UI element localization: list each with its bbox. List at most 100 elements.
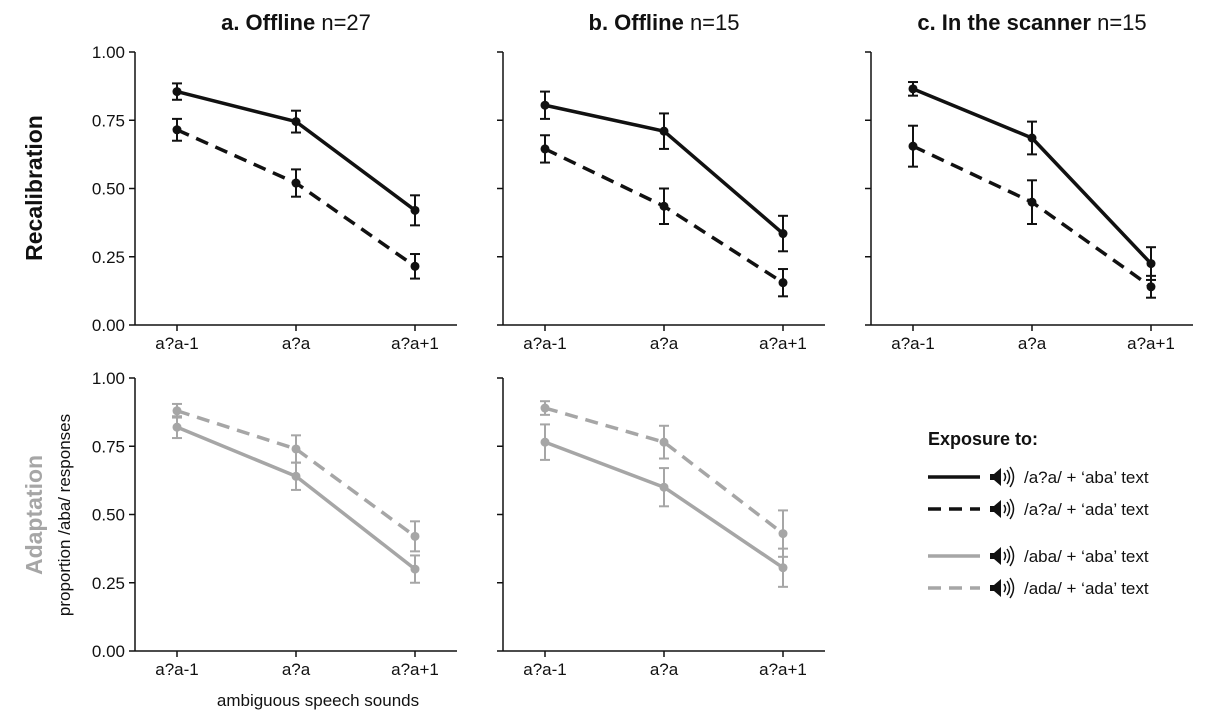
panel-title-bold: a. Offline [221, 10, 315, 35]
speaker-icon [990, 545, 1015, 567]
y-tick-label: 1.00 [92, 43, 125, 62]
data-point [291, 471, 301, 481]
sound-wave [1009, 498, 1015, 520]
x-tick-label: a?a-1 [155, 334, 198, 353]
data-point [540, 100, 550, 110]
data-point [659, 482, 669, 492]
speaker-body [990, 500, 1001, 518]
sound-wave [1009, 466, 1015, 488]
data-point [540, 403, 550, 413]
speaker-body [990, 468, 1001, 486]
y-tick-label: 0.25 [92, 574, 125, 593]
data-point [172, 406, 182, 416]
sound-wave [1003, 504, 1007, 514]
panel-title-bold: c. In the scanner [917, 10, 1091, 35]
series-line-1 [912, 87, 1153, 265]
panel-title-bold: b. Offline [589, 10, 684, 35]
y-tick-label: 1.00 [92, 369, 125, 388]
speaker-icon [990, 466, 1015, 488]
x-tick-label: a?a+1 [391, 660, 439, 679]
y-tick-label: 0.00 [92, 642, 125, 661]
legend-title: Exposure to: [928, 429, 1038, 449]
data-point [1027, 133, 1037, 143]
legend: Exposure to: /a?a/ + ‘aba’ text/a?a/ + ‘… [928, 429, 1149, 599]
speaker-icon [990, 498, 1015, 520]
panel-title-n: n=15 [684, 10, 740, 35]
y-tick-label: 0.50 [92, 506, 125, 525]
data-point [778, 563, 788, 573]
sound-wave [1006, 501, 1011, 517]
data-point [410, 531, 420, 541]
panel-title: b. Offline n=15 [589, 10, 740, 35]
y-tick-label: 0.75 [92, 111, 125, 130]
panel-title: c. In the scanner n=15 [917, 10, 1146, 35]
x-tick-label: a?a-1 [523, 334, 566, 353]
sound-wave [1006, 548, 1011, 564]
data-point [540, 437, 550, 447]
panel-1: 0.00 0.25 0.50 0.75 1.00 a?a-1 a?a a?a+1 a. Offl… [92, 10, 457, 353]
legend-label-2: /a?a/ + ‘ada’ text [1024, 500, 1149, 519]
x-tick-label: a?a [282, 334, 311, 353]
data-point [908, 84, 918, 94]
data-point [1027, 197, 1037, 207]
data-point [908, 141, 918, 151]
y-tick-label: 0.25 [92, 248, 125, 267]
data-point [659, 126, 669, 136]
panel-5: a?a-1 a?a a?a+1 [497, 377, 825, 679]
x-tick-label: a?a [650, 660, 679, 679]
x-tick-label: a?a [282, 660, 311, 679]
x-tick-label: a?a [1018, 334, 1047, 353]
panel-title: a. Offline n=27 [221, 10, 371, 35]
sound-wave [1006, 580, 1011, 596]
data-point [540, 144, 550, 154]
x-tick-label: a?a-1 [891, 334, 934, 353]
speaker-body [990, 579, 1001, 597]
x-tick-label: a?a+1 [759, 334, 807, 353]
speaker-body [990, 547, 1001, 565]
panels: 0.00 0.25 0.50 0.75 1.00 a?a-1 a?a a?a+1 a. Offl… [92, 10, 1193, 679]
data-point [659, 437, 669, 447]
data-point [778, 229, 788, 239]
y-axis-label: proportion /aba/ responses [55, 414, 74, 616]
data-point [172, 125, 182, 135]
data-point [172, 422, 182, 432]
sound-wave [1003, 551, 1007, 561]
speaker-icon [990, 577, 1015, 599]
x-tick-label: a?a+1 [759, 660, 807, 679]
x-tick-label: a?a+1 [1127, 334, 1175, 353]
sound-wave [1003, 583, 1007, 593]
data-point [778, 529, 788, 539]
data-point [410, 261, 420, 271]
y-tick-label: 0.75 [92, 437, 125, 456]
panel-3: a?a-1 a?a a?a+1 c. In the scanner n=15 [865, 10, 1193, 353]
x-tick-label: a?a-1 [523, 660, 566, 679]
sound-wave [1006, 469, 1011, 485]
legend-label-1: /a?a/ + ‘aba’ text [1024, 468, 1149, 487]
y-tick-label: 0.50 [92, 180, 125, 199]
sound-wave [1009, 545, 1015, 567]
panel-2: a?a-1 a?a a?a+1 b. Offline n=15 [497, 10, 825, 353]
x-tick-label: a?a-1 [155, 660, 198, 679]
x-tick-label: a?a+1 [391, 334, 439, 353]
data-point [291, 117, 301, 127]
sound-wave [1009, 577, 1015, 599]
data-point [778, 278, 788, 288]
series-line-2 [176, 128, 417, 268]
data-point [659, 201, 669, 211]
y-tick-label: 0.00 [92, 316, 125, 335]
data-point [172, 87, 182, 97]
data-point [291, 178, 301, 188]
panel-4: 0.00 0.25 0.50 0.75 1.00 a?a-1 a?a a?a+1 [92, 369, 457, 679]
data-point [291, 444, 301, 454]
data-point [1146, 259, 1156, 269]
row-label-recalibration: Recalibration [21, 115, 47, 261]
row-label-adaptation: Adaptation [21, 455, 47, 575]
legend-label-3: /aba/ + ‘aba’ text [1024, 547, 1149, 566]
sound-wave [1003, 472, 1007, 482]
x-axis-label: ambiguous speech sounds [217, 691, 419, 710]
panel-title-n: n=15 [1091, 10, 1147, 35]
panel-title-n: n=27 [315, 10, 371, 35]
legend-label-4: /ada/ + ‘ada’ text [1024, 579, 1149, 598]
x-tick-label: a?a [650, 334, 679, 353]
